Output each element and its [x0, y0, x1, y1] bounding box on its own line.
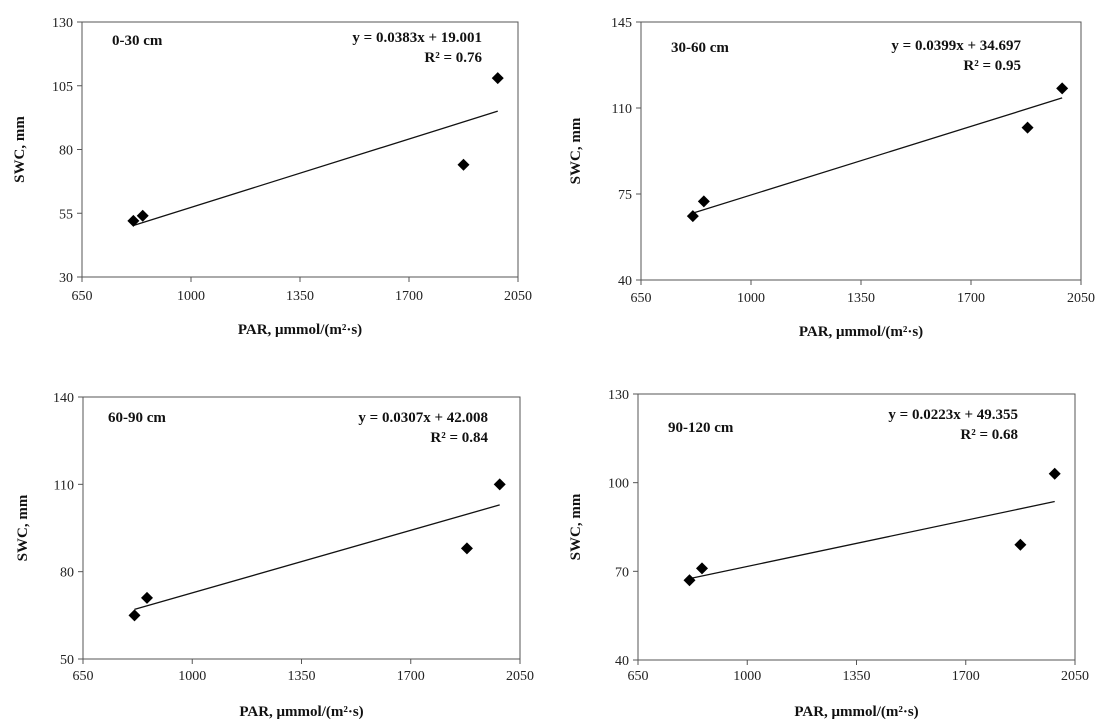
chart-panel-90-120cm: 650 1000 1350 1700 2050 40 70 100 130 PAR, μmmol/…	[556, 362, 1113, 724]
data-point	[695, 562, 708, 575]
data-point	[493, 478, 506, 491]
y-tick-label: 75	[618, 188, 632, 203]
data-point	[140, 591, 153, 604]
data-point	[136, 209, 149, 222]
data-point	[457, 158, 470, 171]
r-squared-label: R² = 0.76	[424, 50, 482, 66]
x-axis-title: PAR, μmmol/(m²·s)	[239, 704, 363, 720]
x-tick-label: 1350	[288, 669, 316, 684]
y-tick-label: 105	[52, 80, 73, 95]
y-tick-label: 130	[608, 388, 629, 403]
regression-equation: y = 0.0223x + 49.355	[888, 407, 1018, 423]
y-tick-label: 145	[611, 16, 632, 31]
x-tick-label: 650	[73, 669, 94, 684]
y-tick-label: 70	[615, 565, 629, 580]
trend-line	[689, 500, 1055, 580]
depth-label: 60-90 cm	[108, 410, 166, 426]
chart-panel-30-60cm: 650 1000 1350 1700 2050 40 75 110 145 PAR, μmmol/…	[556, 0, 1113, 362]
scatter-chart-0-30cm: 650 1000 1350 1700 2050 30 55 80 105 130 PAR, μmmo…	[12, 16, 532, 338]
chart-panel-60-90cm: 650 1000 1350 1700 2050 50 80 110 140 PAR, μmmol/…	[0, 362, 556, 724]
y-axis-title: SWC, mm	[15, 494, 31, 561]
y-tick-label: 40	[615, 654, 629, 669]
x-axis-title: PAR, μmmol/(m²·s)	[799, 324, 923, 340]
y-tick-label: 30	[59, 271, 73, 286]
x-tick-label: 1350	[286, 289, 314, 304]
r-squared-label: R² = 0.95	[963, 58, 1021, 74]
y-tick-label: 55	[59, 207, 73, 222]
x-tick-label: 1000	[177, 289, 205, 304]
x-tick-label: 1700	[395, 289, 423, 304]
data-point	[491, 72, 504, 85]
x-axis-title: PAR, μmmol/(m²·s)	[238, 322, 362, 338]
x-tick-label: 1700	[957, 291, 985, 306]
y-tick-label: 110	[612, 102, 632, 117]
y-tick-label: 100	[608, 477, 629, 492]
x-tick-label: 1350	[847, 291, 875, 306]
x-tick-label: 1350	[843, 669, 871, 684]
x-tick-label: 2050	[1067, 291, 1095, 306]
data-point	[1048, 467, 1061, 480]
x-tick-label: 1700	[952, 669, 980, 684]
depth-label: 90-120 cm	[668, 420, 734, 436]
trend-line	[133, 110, 498, 227]
scatter-chart-30-60cm: 650 1000 1350 1700 2050 40 75 110 145 PAR, μmmol/…	[568, 16, 1095, 340]
x-tick-label: 1000	[178, 669, 206, 684]
x-tick-label: 1000	[737, 291, 765, 306]
y-axis-title: SWC, mm	[568, 493, 584, 560]
data-point	[683, 574, 696, 587]
y-tick-label: 80	[59, 144, 73, 159]
data-point	[1021, 121, 1034, 134]
scatter-chart-60-90cm: 650 1000 1350 1700 2050 50 80 110 140 PAR, μmmol/…	[15, 391, 534, 720]
x-tick-label: 650	[631, 291, 652, 306]
y-tick-label: 110	[54, 478, 74, 493]
r-squared-label: R² = 0.84	[430, 430, 488, 446]
regression-equation: y = 0.0307x + 42.008	[358, 410, 488, 426]
y-axis-title: SWC, mm	[568, 117, 584, 184]
x-tick-label: 650	[72, 289, 93, 304]
depth-label: 0-30 cm	[112, 33, 163, 49]
x-axis-title: PAR, μmmol/(m²·s)	[794, 704, 918, 720]
y-tick-label: 80	[60, 566, 74, 581]
y-tick-label: 40	[618, 274, 632, 289]
x-tick-label: 2050	[506, 669, 534, 684]
scatter-chart-90-120cm: 650 1000 1350 1700 2050 40 70 100 130 PAR, μmmol/…	[568, 388, 1089, 720]
data-point	[460, 542, 473, 555]
y-tick-label: 50	[60, 653, 74, 668]
x-tick-label: 650	[628, 669, 649, 684]
x-tick-label: 2050	[504, 289, 532, 304]
trend-line	[692, 97, 1063, 214]
data-point	[127, 214, 140, 227]
data-point	[1014, 538, 1027, 551]
x-tick-label: 1000	[733, 669, 761, 684]
x-tick-label: 1700	[397, 669, 425, 684]
r-squared-label: R² = 0.68	[960, 427, 1018, 443]
trend-line	[134, 504, 500, 611]
chart-panel-0-30cm: 650 1000 1350 1700 2050 30 55 80 105 130 PAR, μmmo…	[0, 0, 556, 362]
y-tick-label: 130	[52, 16, 73, 31]
data-point	[128, 609, 141, 622]
depth-label: 30-60 cm	[671, 40, 729, 56]
y-axis-title: SWC, mm	[12, 116, 28, 183]
regression-equation: y = 0.0383x + 19.001	[352, 30, 482, 46]
regression-equation: y = 0.0399x + 34.697	[891, 38, 1021, 54]
y-tick-label: 140	[53, 391, 74, 406]
data-point	[1056, 82, 1069, 95]
data-point	[686, 210, 699, 223]
data-point	[697, 195, 710, 208]
x-tick-label: 2050	[1061, 669, 1089, 684]
